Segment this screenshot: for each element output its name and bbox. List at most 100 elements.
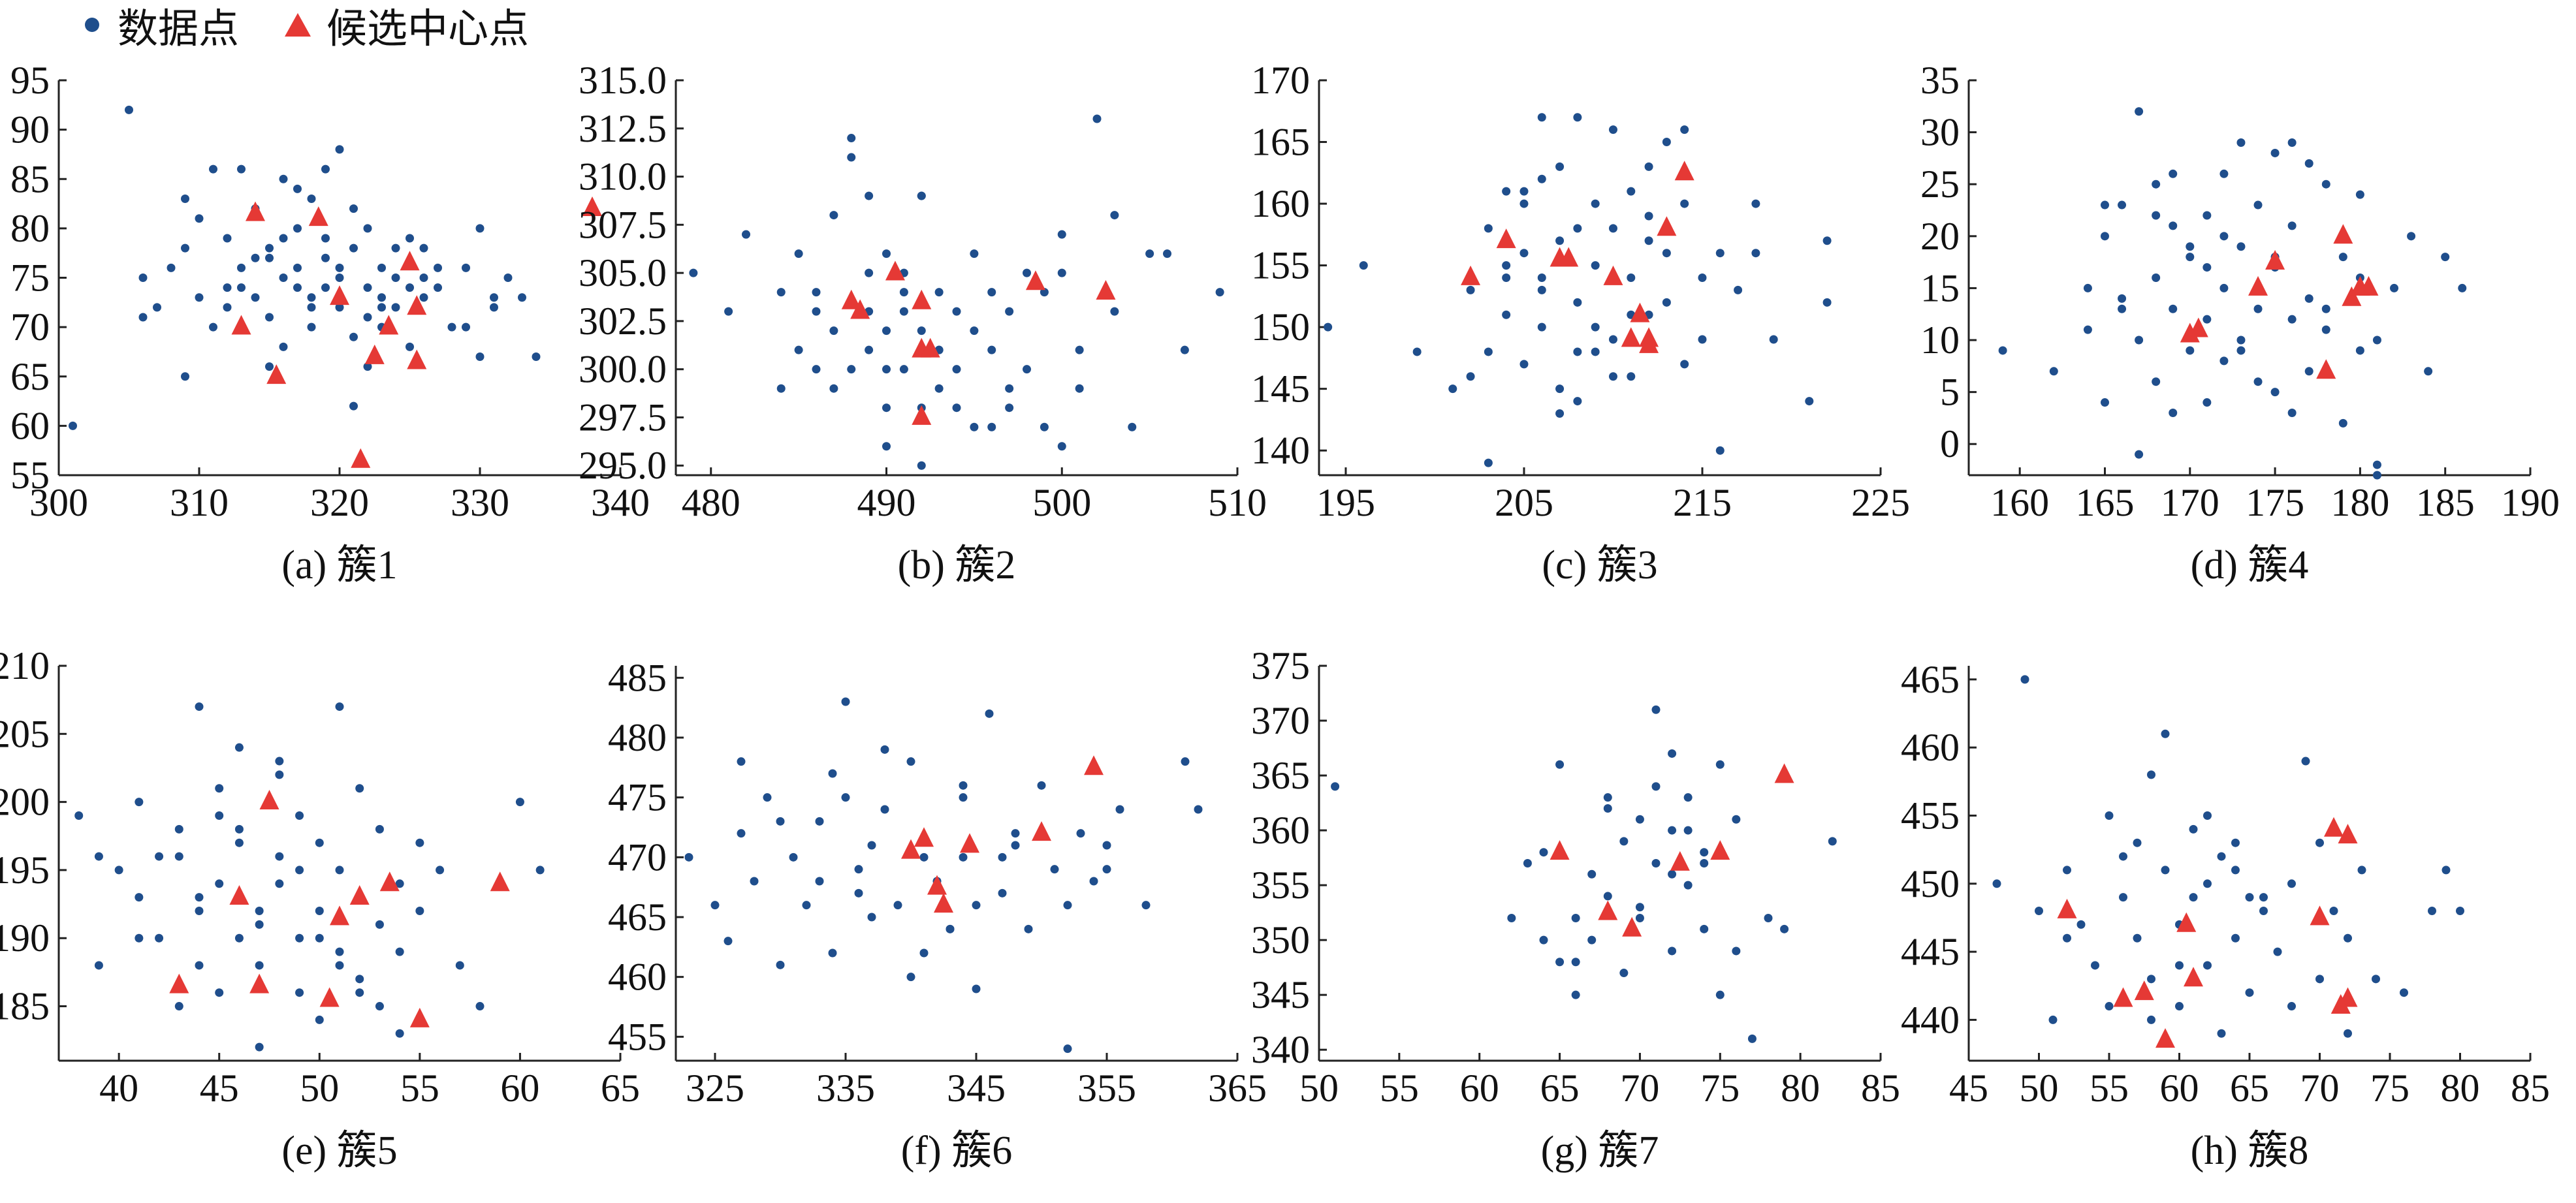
data-point (1037, 781, 1046, 790)
data-point (1573, 397, 1582, 406)
x-tick-label: 320 (310, 481, 369, 524)
data-point (893, 901, 902, 910)
data-point (2186, 242, 2195, 251)
data-point (987, 288, 996, 297)
data-point (295, 811, 304, 820)
y-tick-label: 10 (1920, 319, 1960, 362)
center-point (490, 871, 510, 892)
y-tick-label: 195 (0, 849, 50, 892)
data-point (2169, 169, 2178, 178)
data-point (1573, 224, 1582, 233)
data-point (847, 365, 856, 374)
x-tick-label: 55 (1380, 1067, 1419, 1110)
data-point (854, 888, 863, 898)
y-tick-label: 375 (1251, 644, 1310, 687)
data-point (2076, 920, 2086, 929)
data-point (919, 948, 929, 958)
data-point (1466, 372, 1475, 381)
center-point (407, 295, 427, 315)
data-point (1751, 199, 1760, 208)
data-point (2217, 852, 2226, 861)
y-tick-label: 210 (0, 644, 50, 687)
data-point (2169, 221, 2178, 230)
data-point (970, 249, 979, 258)
data-point (789, 852, 798, 862)
data-point (405, 234, 414, 243)
data-point (2245, 893, 2254, 902)
data-point (934, 384, 944, 393)
y-tick-label: 480 (608, 716, 667, 759)
data-point (2231, 933, 2240, 943)
data-point (363, 362, 372, 371)
data-point (2203, 879, 2212, 888)
data-point (1644, 211, 1653, 221)
data-point (2273, 947, 2282, 956)
data-point (1627, 273, 1636, 282)
data-point (1668, 749, 1677, 758)
data-point (1603, 793, 1612, 802)
y-tick-label: 205 (0, 712, 50, 755)
subplot-caption: (h) 簇8 (2191, 1129, 2309, 1173)
center-point (349, 885, 370, 905)
x-tick-label: 75 (1700, 1067, 1740, 1110)
subplot-caption: (e) 簇5 (281, 1129, 397, 1173)
y-tick-label: 55 (10, 454, 50, 497)
center-point (1710, 840, 1730, 860)
data-point (447, 322, 456, 332)
data-point (1651, 782, 1661, 791)
data-point (215, 879, 224, 888)
data-point (2287, 138, 2297, 148)
data-point (2133, 838, 2142, 847)
data-point (2441, 253, 2450, 262)
data-point (882, 442, 891, 451)
center-point (1550, 840, 1570, 860)
center-point (319, 987, 340, 1007)
data-point (293, 224, 302, 233)
data-point (275, 757, 284, 766)
data-point (1608, 335, 1617, 344)
chart-panel-8: 45 50 55 60 65 70 75 80 85 440 445 450 455 460 465 (h) … (1901, 658, 2550, 1173)
chart-panel-4: 160 165 170 175 180 185 190 0 5 10 15 20 25 30 35 (d) 簇… (1920, 59, 2560, 587)
data-point (223, 303, 232, 312)
data-point (812, 288, 821, 297)
data-point (1769, 335, 1778, 344)
data-point (2338, 253, 2347, 262)
data-point (776, 288, 786, 297)
data-point (906, 973, 915, 982)
data-point (987, 345, 996, 354)
data-point (959, 781, 968, 790)
y-tick-label: 455 (1901, 794, 1960, 837)
data-point (710, 901, 720, 910)
x-tick-label: 75 (2370, 1067, 2409, 1110)
data-point (321, 234, 330, 243)
center-point (2333, 224, 2353, 244)
data-point (841, 697, 850, 706)
center-point (1657, 216, 1677, 236)
y-tick-label: 165 (1251, 121, 1310, 164)
data-point (1466, 285, 1475, 294)
y-tick-label: 470 (608, 836, 667, 879)
data-point (293, 263, 302, 272)
data-point (684, 852, 693, 862)
data-point (2118, 294, 2127, 303)
data-point (490, 303, 498, 312)
data-point (377, 263, 386, 272)
data-point (1057, 268, 1066, 277)
data-point (865, 191, 874, 200)
data-point (1057, 442, 1066, 451)
data-point (794, 345, 803, 354)
data-point (1715, 446, 1725, 455)
data-point (2236, 138, 2246, 148)
data-point (1523, 859, 1532, 867)
data-point (234, 838, 244, 847)
data-point (2219, 283, 2229, 292)
center-point (1032, 821, 1051, 841)
center-point (308, 206, 328, 227)
data-point (815, 877, 824, 886)
data-point (195, 293, 204, 302)
y-tick-label: 5 (1940, 371, 1960, 414)
data-point (1627, 187, 1636, 196)
data-point (1063, 901, 1072, 910)
center-point (920, 337, 940, 358)
data-point (174, 1002, 183, 1011)
